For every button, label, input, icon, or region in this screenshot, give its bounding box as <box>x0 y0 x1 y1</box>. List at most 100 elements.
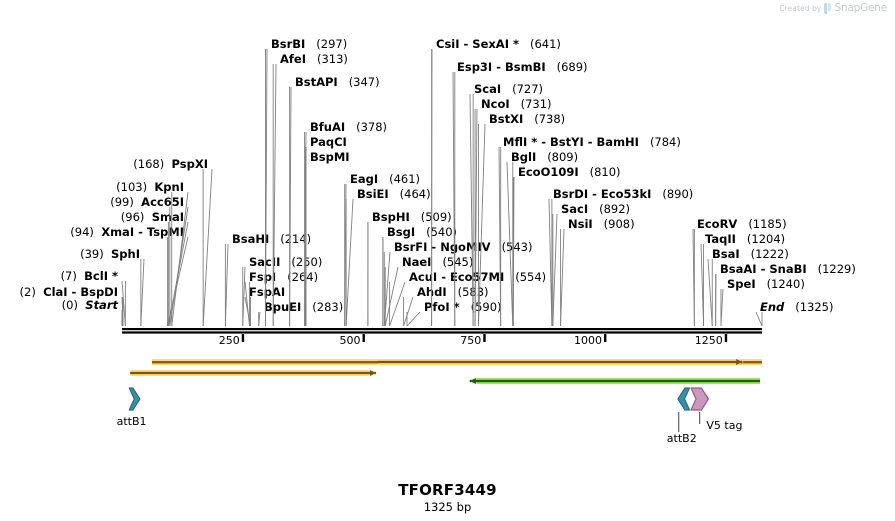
site-position: (731) <box>520 97 552 111</box>
site-name: EagI <box>350 172 379 186</box>
feature-orf-green <box>467 378 761 384</box>
watermark-created-by: Created by <box>779 3 822 13</box>
site-name: Eco53kI <box>600 187 652 201</box>
site-label-ecoo109i: EcoO109I (810) <box>518 166 621 179</box>
site-name: CsiI <box>436 37 460 51</box>
site-name: MflI * <box>503 135 538 149</box>
site-name: Esp3I <box>457 60 493 74</box>
site-position: (1222) <box>750 247 789 261</box>
site-label-eagi: EagI (461) <box>350 173 420 186</box>
site-name: BsiEI <box>357 187 389 201</box>
watermark-brand: SnapGene <box>834 2 887 14</box>
site-position: (1229) <box>817 262 856 276</box>
site-label-acc65i: (99) Acc65I <box>110 196 184 209</box>
site-name: SnaBI <box>769 262 807 276</box>
site-name: BspDI <box>80 285 118 299</box>
site-label-pfoi: PfoI * (590) <box>424 301 502 314</box>
site-position: (1325) <box>795 300 834 314</box>
ruler-tick-500: 500 <box>339 334 361 347</box>
feature-v5tag <box>690 387 709 411</box>
site-position: (378) <box>356 120 388 134</box>
site-position: (784) <box>649 135 681 149</box>
site-name-separator: - <box>537 135 551 149</box>
ruler-tick-750: 750 <box>460 334 482 347</box>
site-name: NgoMIV <box>440 240 491 254</box>
site-label-sacii: SacII (250) <box>249 256 322 269</box>
site-position: (461) <box>389 172 421 186</box>
site-position: (641) <box>529 37 561 51</box>
snapgene-watermark: Created by SnapGene <box>779 2 887 14</box>
site-name-separator: - <box>437 270 450 284</box>
site-position: (810) <box>589 165 621 179</box>
site-position: (509) <box>420 210 452 224</box>
site-name: EcoO109I <box>518 165 579 179</box>
site-label-kpni: (103) KpnI <box>116 181 184 194</box>
site-name: XmaI <box>101 225 135 239</box>
site-position: (738) <box>534 112 566 126</box>
site-name: KpnI <box>154 180 184 194</box>
site-label-fspai: FspAI <box>249 286 285 299</box>
site-name: BglI <box>511 150 537 164</box>
site-position: (890) <box>662 187 694 201</box>
site-name: NsiI <box>568 217 593 231</box>
site-position: (908) <box>603 217 635 231</box>
site-label-bstapi: BstAPI (347) <box>295 76 380 89</box>
site-label-csii: CsiI - SexAI * (641) <box>436 38 561 51</box>
site-label-bsrfi: BsrFI - NgoMIV (543) <box>394 241 533 254</box>
site-position: (543) <box>501 240 533 254</box>
site-name: ClaI <box>43 285 68 299</box>
site-name-separator: - <box>459 37 473 51</box>
site-label-bsahi: BsaHI (214) <box>232 233 311 246</box>
site-label-paqci: PaqCI <box>310 136 347 149</box>
site-position: (250) <box>291 255 323 269</box>
site-label-bsrbi: BsrBI (297) <box>271 38 347 51</box>
site-label-nsii: NsiI (908) <box>568 218 635 231</box>
site-name: BsaAI <box>720 262 757 276</box>
site-name: SphI <box>111 247 140 261</box>
site-name: BstXI <box>489 112 524 126</box>
site-label-bsai: BsaI (1222) <box>712 248 789 261</box>
site-position: (1185) <box>748 217 787 231</box>
site-label-bspmi: BspMI <box>310 151 350 164</box>
site-position: (590) <box>470 300 502 314</box>
site-name: BstYI <box>550 135 584 149</box>
site-label-ncoi: NcoI (731) <box>481 98 552 111</box>
site-name: BamHI <box>596 135 639 149</box>
site-name: BclI * <box>84 269 118 283</box>
site-label-acui: AcuI - Eco57MI (554) <box>409 271 546 284</box>
site-label-taqii: TaqII (1204) <box>705 233 785 246</box>
site-name: FspI <box>249 270 277 284</box>
site-position: (583) <box>457 285 489 299</box>
site-position: (7) <box>60 269 77 283</box>
site-name: AhdI <box>417 285 447 299</box>
site-position: (99) <box>110 195 134 209</box>
site-name: BfuAI <box>310 120 346 134</box>
site-position: (168) <box>133 157 165 171</box>
site-name-separator: - <box>67 285 81 299</box>
site-name: Acc65I <box>141 195 184 209</box>
site-name: BpuEI <box>264 300 302 314</box>
site-position: (214) <box>280 232 312 246</box>
site-name: BspHI <box>372 210 410 224</box>
site-label-end: End (1325) <box>760 301 834 314</box>
ruler-tick-250: 250 <box>218 334 240 347</box>
site-name: BstAPI <box>295 75 338 89</box>
feature-label-attb1: attB1 <box>116 415 147 428</box>
site-label-spei: SpeI (1240) <box>727 278 805 291</box>
site-label-sphi: (39) SphI <box>80 248 140 261</box>
site-name-separator: - <box>134 225 147 239</box>
site-name: SexAI * <box>472 37 519 51</box>
site-name: SacI <box>561 202 589 216</box>
site-position: (297) <box>316 37 348 51</box>
site-position: (94) <box>70 225 94 239</box>
site-name: BsmBI <box>505 60 546 74</box>
site-name-separator: - <box>492 60 505 74</box>
site-position: (347) <box>348 75 380 89</box>
ruler-tick-1250: 1250 <box>694 334 723 347</box>
site-name-separator: - <box>588 187 601 201</box>
site-position: (0) <box>61 298 78 312</box>
site-position: (1240) <box>766 277 805 291</box>
site-label-esp3i: Esp3I - BsmBI (689) <box>457 61 588 74</box>
site-label-scai: ScaI (727) <box>474 83 543 96</box>
